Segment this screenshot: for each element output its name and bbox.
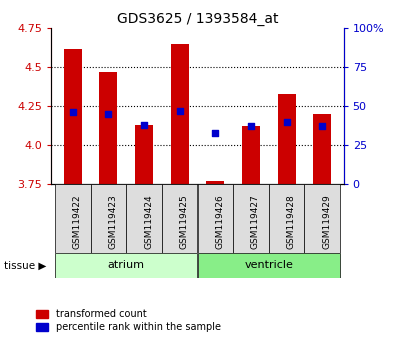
Point [177,108,183,114]
Bar [233,184,269,253]
Legend: transformed count, percentile rank within the sample: transformed count, percentile rank withi… [36,309,221,332]
Text: atrium: atrium [108,261,145,270]
Bar [90,184,126,253]
Text: GSM119427: GSM119427 [251,194,260,249]
Point [70,110,76,115]
Text: GSM119429: GSM119429 [322,194,331,249]
Bar [162,184,198,253]
Bar [55,184,90,253]
Bar [100,72,117,184]
Text: GSM119426: GSM119426 [215,194,224,249]
Bar [135,125,153,184]
Bar [55,253,198,278]
Text: GSM119423: GSM119423 [108,194,117,249]
Bar [126,184,162,253]
Bar [198,253,340,278]
Text: GSM119424: GSM119424 [144,194,153,249]
Bar [278,94,295,184]
Text: ventricle: ventricle [245,261,293,270]
Text: GSM119428: GSM119428 [287,194,295,249]
Bar [198,184,233,253]
Bar [242,126,260,184]
Bar [207,181,224,184]
Point [105,111,111,117]
Point [141,122,147,128]
Bar [171,44,188,184]
Text: GSM119422: GSM119422 [73,194,82,249]
Bar [305,184,340,253]
Point [212,130,218,136]
Text: GSM119425: GSM119425 [180,194,189,249]
Point [319,124,325,129]
Bar [313,114,331,184]
Bar [64,48,82,184]
Text: GDS3625 / 1393584_at: GDS3625 / 1393584_at [117,12,278,27]
Point [284,119,290,125]
Bar [269,184,305,253]
Text: tissue ▶: tissue ▶ [4,261,46,270]
Point [248,124,254,129]
